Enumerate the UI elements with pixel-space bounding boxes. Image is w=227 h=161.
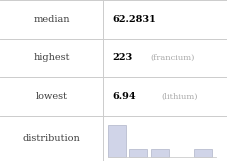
Bar bbox=[194, 149, 212, 157]
Bar bbox=[108, 124, 126, 157]
Text: (lithium): (lithium) bbox=[162, 93, 198, 101]
Text: 223: 223 bbox=[112, 53, 133, 62]
Text: (francium): (francium) bbox=[150, 54, 194, 62]
Bar bbox=[151, 149, 169, 157]
Text: 6.94: 6.94 bbox=[112, 92, 136, 101]
Text: median: median bbox=[33, 15, 70, 24]
Bar bbox=[129, 149, 147, 157]
Text: lowest: lowest bbox=[36, 92, 68, 101]
Text: 62.2831: 62.2831 bbox=[112, 15, 156, 24]
Text: distribution: distribution bbox=[23, 134, 81, 143]
Text: highest: highest bbox=[33, 53, 70, 62]
